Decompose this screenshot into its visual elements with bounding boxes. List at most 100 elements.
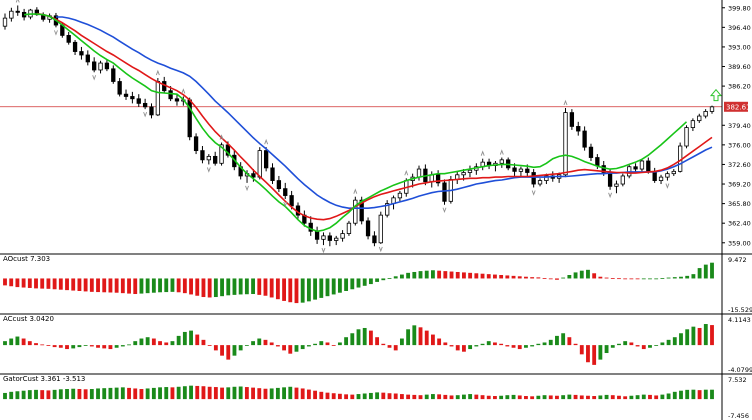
histogram-bar-up [226,278,231,296]
histogram-bar-up [189,330,193,346]
bear-candle [193,136,199,152]
histogram-bar-up [573,272,578,279]
histogram-bar-down [517,276,522,279]
bear-candle [582,130,587,148]
histogram-bar-down [604,277,609,279]
histogram-bar-down [499,275,504,279]
histogram-bar-down [474,273,479,279]
bull-candle [703,111,708,117]
fractal-markers [15,0,670,254]
bull-candle [537,180,543,185]
bull-candle [416,168,422,178]
histogram-bar-up [424,394,429,400]
bear-candle [263,150,269,169]
histogram-bar-up [83,345,88,346]
histogram-bar-up [9,391,14,400]
bear-candle [225,144,231,156]
ao-indicator-pane[interactable]: AOcust 7.303 9.472 -15.529 [3,255,752,314]
bull-candle [461,172,466,176]
histogram-bar-down [697,390,702,400]
histogram-bar-up [660,394,665,400]
histogram-bar-down [46,390,51,400]
histogram-bar-up [120,345,125,347]
histogram-bar-down [505,345,510,347]
fractal-up-icon [219,134,224,140]
bear-candle [117,81,122,95]
histogram-bar-up [226,387,231,400]
histogram-bar-down [263,278,268,296]
histogram-bar-up [151,278,156,293]
bull-candle [658,176,664,181]
histogram-bar-up [654,345,659,346]
histogram-bar-down [3,278,7,286]
histogram-bar-down [251,387,255,400]
histogram-bar-up [275,387,280,400]
fractal-down-icon [143,111,148,118]
histogram-bar-up [666,393,671,400]
histogram-bar-up [418,271,423,279]
histogram-bar-down [71,278,76,291]
histogram-bar-up [666,277,671,279]
bull-candle [614,183,619,187]
histogram-bar-down [511,275,516,279]
histogram-bar-down [455,345,460,351]
histogram-bar-down [449,395,454,400]
histogram-bar-down [443,342,448,346]
histogram-bar-down [127,387,131,400]
ac-indicator-pane[interactable]: ACcust 3.0420 4.1143 -4.0799 [3,315,752,374]
histogram-bar-up [468,345,473,350]
histogram-bar-up [703,324,708,346]
histogram-bar-up [530,345,535,347]
current-price-tag [724,101,748,112]
histogram-bar-down [269,342,274,346]
histogram-bar-up [356,278,361,288]
histogram-bar-down [623,278,628,280]
histogram-bar-up [145,278,150,294]
histogram-bar-up [96,388,100,400]
histogram-bar-down [108,345,113,350]
bear-candle [588,146,594,158]
bear-candle [72,41,78,52]
histogram-bar-up [679,390,683,400]
histogram-bar-up [300,345,305,350]
histogram-bar-down [244,387,249,400]
bear-candle [283,188,288,196]
gator-axis: 7.532 -7.456 [728,376,749,420]
histogram-bar-down [654,395,659,400]
histogram-bar-down [493,274,497,279]
histogram-bar-up [468,394,473,400]
histogram-bar-down [306,389,311,400]
price-axis: 399.80 396.40 393.00 389.60 386.20 379.40 376.… [722,4,751,247]
histogram-bar-down [201,386,206,400]
histogram-bar-down [455,271,460,279]
histogram-bar-up [629,395,634,400]
histogram-bar-down [418,395,423,400]
histogram-bar-down [331,345,336,346]
fractal-down-icon [283,201,288,208]
bull-candle [518,168,524,172]
bear-candle [372,235,377,244]
histogram-bar-up [672,337,677,346]
price-tick-label: 389.60 [728,63,751,71]
price-chart-pane[interactable]: 399.80 396.40 393.00 389.60 386.20 379.40 376.… [0,0,751,254]
buy-signal-arrow-icon [709,88,723,102]
bull-candle [467,169,473,173]
histogram-bar-down [586,345,590,363]
gator-indicator-pane[interactable]: GatorCust 3.361 -3.513 7.532 -7.456 [3,375,749,420]
histogram-bar-down [517,395,522,400]
histogram-bar-up [337,278,342,293]
histogram-bar-down [629,342,634,346]
histogram-bar-down [635,278,640,280]
histogram-bar-down [610,395,615,400]
histogram-bar-up [58,389,63,400]
histogram-bar-up [375,278,380,282]
fractal-up-icon [404,169,409,176]
histogram-bar-down [176,278,181,293]
histogram-bar-up [666,339,671,346]
histogram-bar-up [71,388,76,400]
histogram-bar-up [399,338,404,346]
indicator-axis-min: -4.0799 [728,366,752,374]
histogram-bar-down [586,395,590,400]
histogram-bar-up [548,339,553,346]
